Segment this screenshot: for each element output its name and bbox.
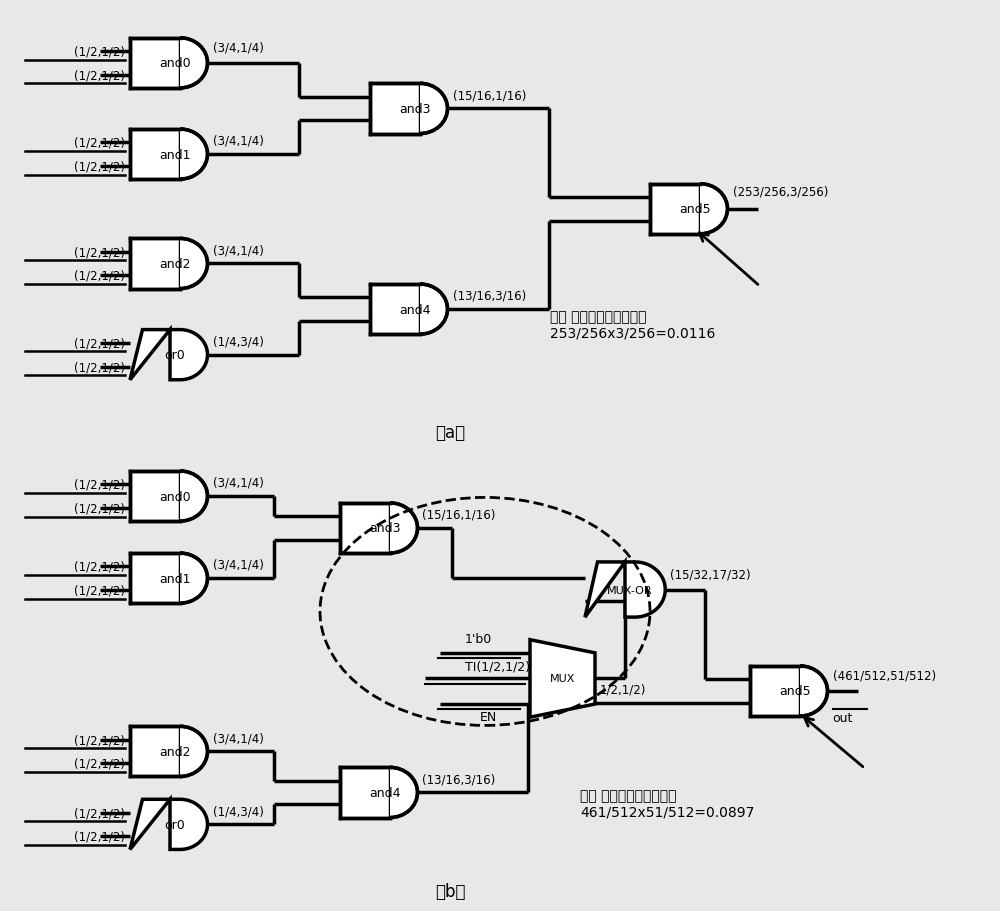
Text: and1: and1 — [159, 572, 191, 585]
Text: and1: and1 — [159, 148, 191, 161]
Text: TI(1/2,1/2): TI(1/2,1/2) — [465, 660, 530, 672]
Text: and5: and5 — [679, 203, 711, 216]
Text: (461/512,51/512): (461/512,51/512) — [833, 669, 936, 682]
Bar — [370, 284, 420, 335]
Text: （b）: （b） — [435, 882, 465, 900]
Text: (13/16,3/16): (13/16,3/16) — [422, 773, 496, 785]
Text: MUX-OR: MUX-OR — [607, 585, 653, 595]
Text: (253/256,3/256): (253/256,3/256) — [732, 186, 828, 199]
Text: (3/4,1/4): (3/4,1/4) — [212, 476, 263, 489]
Text: (1/2,1/2): (1/2,1/2) — [74, 270, 125, 282]
Text: (3/4,1/4): (3/4,1/4) — [212, 732, 263, 744]
Bar — [750, 666, 800, 716]
Text: 注： 输出信号翻转概率为
461/512x51/512=0.0897: 注： 输出信号翻转概率为 461/512x51/512=0.0897 — [580, 788, 754, 818]
Text: (13/16,3/16): (13/16,3/16) — [453, 290, 526, 302]
Text: (1/2,1/2): (1/2,1/2) — [74, 478, 125, 491]
Text: (15/16,1/16): (15/16,1/16) — [453, 89, 526, 102]
Polygon shape — [130, 331, 207, 381]
Text: and0: and0 — [159, 57, 191, 70]
Text: （a）: （a） — [435, 424, 465, 442]
Text: and4: and4 — [369, 786, 401, 799]
Text: (3/4,1/4): (3/4,1/4) — [212, 244, 263, 257]
Text: (1/2,1/2): (1/2,1/2) — [74, 830, 125, 843]
Wedge shape — [180, 472, 208, 521]
Text: and2: and2 — [159, 258, 191, 271]
Text: and3: and3 — [369, 522, 401, 535]
Text: and5: and5 — [779, 685, 811, 698]
Bar — [130, 554, 180, 603]
Text: (1/2,1/2): (1/2,1/2) — [74, 733, 125, 746]
Text: (1/2,1/2): (1/2,1/2) — [74, 246, 125, 259]
Bar — [650, 184, 700, 234]
Wedge shape — [420, 284, 448, 335]
Polygon shape — [585, 562, 665, 618]
Wedge shape — [420, 85, 448, 134]
Bar — [340, 503, 390, 554]
Text: (1/2,1/2): (1/2,1/2) — [74, 137, 125, 149]
Text: (1/2,1/2): (1/2,1/2) — [74, 806, 125, 819]
Wedge shape — [800, 666, 828, 716]
Text: or0: or0 — [165, 818, 185, 831]
Text: (3/4,1/4): (3/4,1/4) — [212, 558, 263, 571]
Text: 1/2,1/2): 1/2,1/2) — [600, 683, 646, 696]
Text: MUX: MUX — [550, 674, 575, 683]
Bar — [130, 727, 180, 776]
Text: EN: EN — [480, 711, 497, 723]
Text: (3/4,1/4): (3/4,1/4) — [212, 135, 263, 148]
Text: and0: and0 — [159, 490, 191, 503]
Wedge shape — [180, 554, 208, 603]
Text: (1/2,1/2): (1/2,1/2) — [74, 584, 125, 597]
Text: (1/2,1/2): (1/2,1/2) — [74, 757, 125, 770]
Bar — [340, 767, 390, 818]
Text: (1/2,1/2): (1/2,1/2) — [74, 46, 125, 58]
Wedge shape — [180, 239, 208, 290]
Bar — [130, 239, 180, 290]
Text: or0: or0 — [165, 349, 185, 362]
Polygon shape — [530, 640, 595, 718]
Wedge shape — [180, 38, 208, 88]
Text: (15/16,1/16): (15/16,1/16) — [422, 508, 496, 521]
Wedge shape — [180, 727, 208, 776]
Bar — [130, 38, 180, 88]
Text: (1/4,3/4): (1/4,3/4) — [212, 804, 263, 817]
Text: (1/4,3/4): (1/4,3/4) — [212, 335, 263, 348]
Text: (15/32,17/32): (15/32,17/32) — [670, 568, 751, 581]
Wedge shape — [390, 767, 418, 818]
Text: out: out — [833, 711, 853, 724]
Bar — [370, 85, 420, 134]
Text: (1/2,1/2): (1/2,1/2) — [74, 361, 125, 374]
Text: 1'b0: 1'b0 — [465, 632, 492, 645]
Text: (1/2,1/2): (1/2,1/2) — [74, 160, 125, 173]
Polygon shape — [130, 800, 207, 849]
Text: (1/2,1/2): (1/2,1/2) — [74, 337, 125, 350]
Text: (1/2,1/2): (1/2,1/2) — [74, 69, 125, 82]
Text: (3/4,1/4): (3/4,1/4) — [212, 42, 263, 55]
Text: and2: and2 — [159, 745, 191, 758]
Wedge shape — [700, 184, 728, 235]
Wedge shape — [390, 503, 418, 554]
Text: (1/2,1/2): (1/2,1/2) — [74, 560, 125, 573]
Wedge shape — [180, 130, 208, 180]
Bar — [130, 472, 180, 521]
Text: (1/2,1/2): (1/2,1/2) — [74, 502, 125, 515]
Text: and4: and4 — [399, 303, 431, 316]
Text: 注： 输出信号翻转概率为
253/256x3/256=0.0116: 注： 输出信号翻转概率为 253/256x3/256=0.0116 — [550, 310, 715, 340]
Text: and3: and3 — [399, 103, 431, 116]
Bar — [130, 130, 180, 180]
